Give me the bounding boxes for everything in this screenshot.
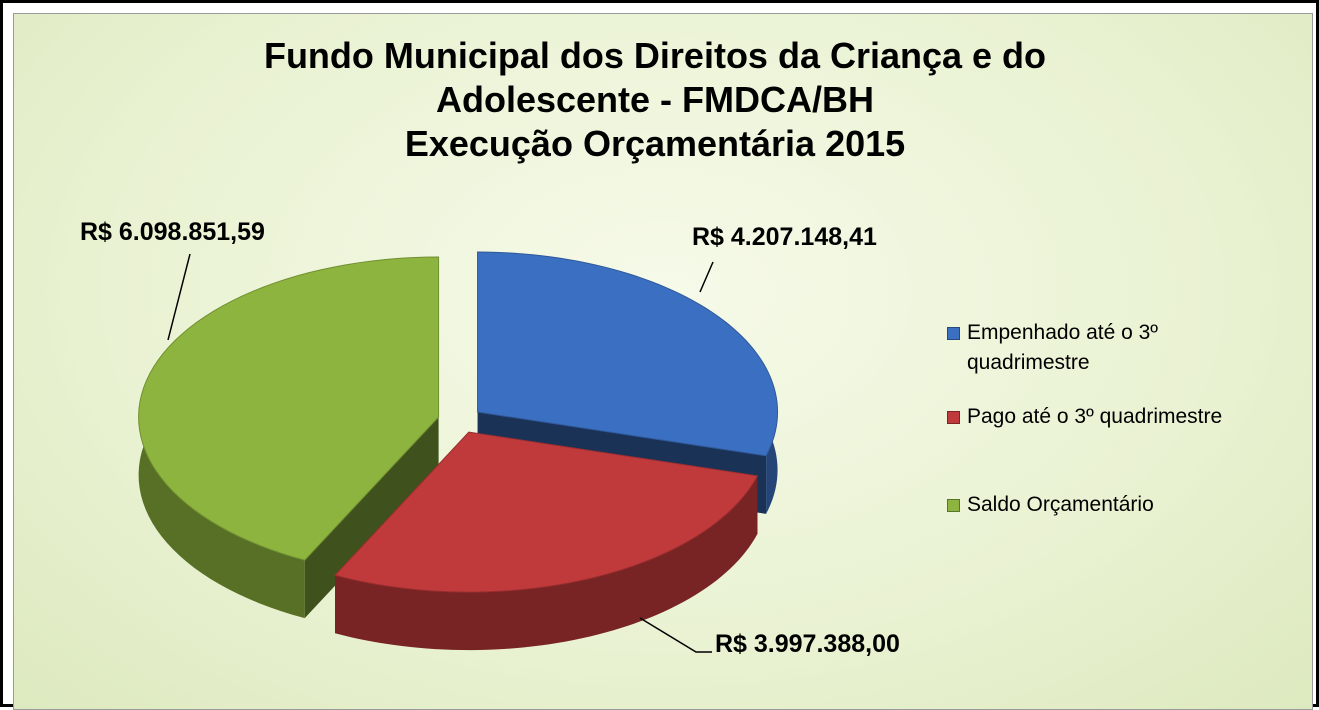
legend-item: Empenhado até o 3º quadrimestre (945, 318, 1277, 378)
legend-swatch (947, 327, 960, 340)
slice-edge (304, 416, 439, 619)
pie-tops (138, 251, 779, 593)
pie-slice (334, 431, 759, 593)
pie-slice (477, 251, 779, 457)
chart-title: Fundo Municipal dos Direitos da Criança … (264, 35, 1046, 76)
legend-swatch (947, 411, 960, 424)
legend: Empenhado até o 3º quadrimestre Pago até … (945, 318, 1290, 520)
leader-line (167, 253, 191, 341)
leader-line (699, 261, 714, 293)
data-labels: R$ 4.207.148,41 R$ 3.997.388,00 R$ 6.098.8… (80, 218, 900, 658)
legend-label: Pago até o 3º quadrimestre (967, 405, 1223, 428)
leader-line (639, 617, 712, 653)
legend-label: Empenhado até o 3º quadrimestre (967, 321, 1158, 374)
legend-item: Pago até o 3º quadrimestre (945, 402, 1277, 432)
legend-label: Saldo Orçamentário (967, 493, 1154, 516)
legend-swatch (947, 499, 960, 512)
data-label: R$ 3.997.388,00 (715, 630, 900, 658)
slice-side (335, 475, 758, 651)
chart-title: Adolescente - FMDCA/BH (436, 79, 874, 120)
data-label: R$ 6.098.851,59 (80, 218, 265, 246)
data-label: R$ 4.207.148,41 (692, 223, 877, 251)
chart-title: Execução Orçamentária 2015 (405, 123, 905, 164)
pie-slice (138, 256, 440, 561)
legend-item: Saldo Orçamentário (945, 490, 1277, 520)
